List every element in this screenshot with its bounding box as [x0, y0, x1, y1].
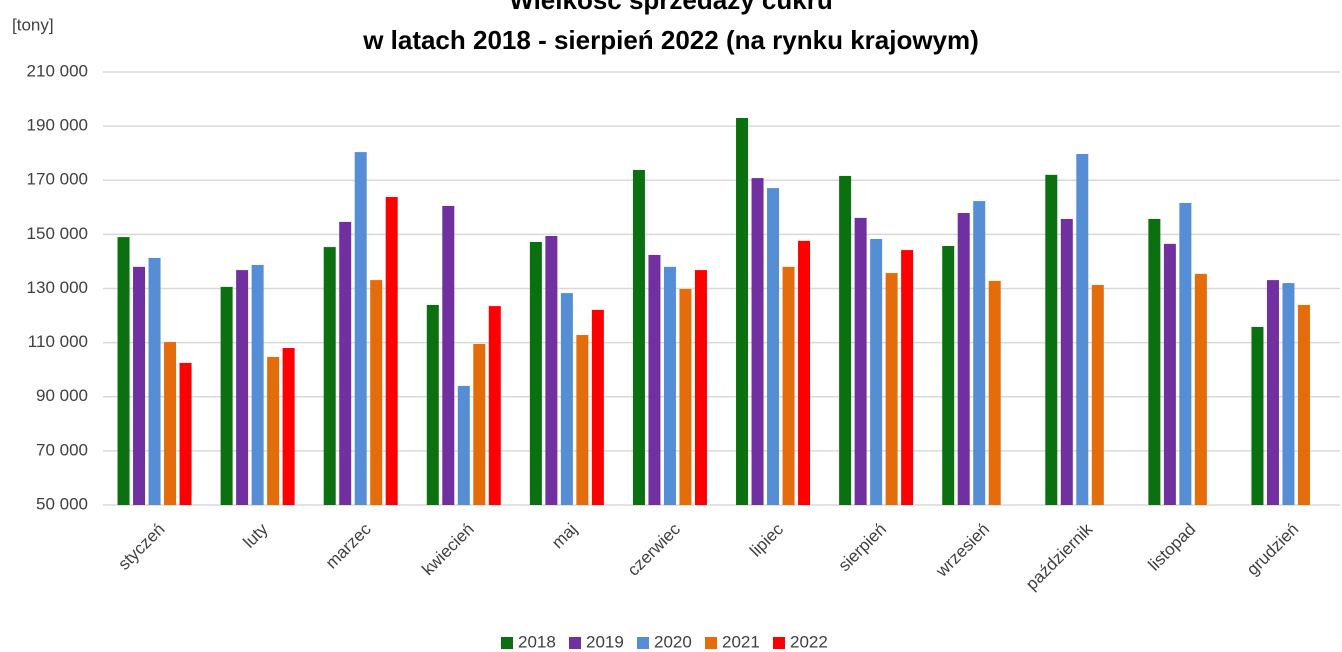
bar [767, 188, 780, 505]
bar [839, 175, 852, 506]
bar [694, 270, 707, 505]
bar [442, 205, 455, 505]
bar [1179, 202, 1192, 506]
bar [164, 342, 177, 505]
y-tick-label: 130 000 [27, 278, 88, 297]
bar [648, 254, 661, 505]
bar [339, 221, 352, 505]
bar [267, 356, 280, 505]
bar [488, 306, 501, 505]
bar [354, 152, 367, 506]
y-axis-label: [tony] [12, 15, 54, 34]
legend-label: 2022 [790, 632, 828, 651]
legend-label: 2018 [518, 632, 556, 651]
bar [942, 246, 955, 505]
bar [1266, 280, 1279, 505]
y-tick-label: 150 000 [27, 224, 88, 243]
bar [545, 235, 558, 505]
x-tick-label: październik [1022, 519, 1097, 594]
bar [663, 266, 676, 505]
bar [236, 270, 249, 505]
y-tick-label: 170 000 [27, 170, 88, 189]
x-tick-label: styczeń [114, 520, 168, 574]
bar [798, 240, 811, 505]
legend-swatch [501, 637, 513, 649]
bar [901, 250, 914, 505]
bar [323, 247, 336, 506]
y-tick-label: 210 000 [27, 61, 88, 80]
legend-swatch [773, 637, 785, 649]
legend-label: 2020 [654, 632, 692, 651]
bar [179, 362, 192, 505]
x-tick-label: luty [239, 519, 271, 551]
bar [870, 238, 883, 505]
bar [1194, 273, 1207, 505]
bar [426, 305, 439, 505]
bar [1282, 283, 1295, 505]
x-tick-label: czerwiec [624, 519, 685, 580]
bar [370, 280, 383, 505]
bar [782, 266, 795, 505]
y-tick-label: 90 000 [36, 386, 88, 405]
bar [282, 348, 295, 505]
chart-title: Wielkość sprzedaży cukru [509, 0, 832, 15]
bar [133, 266, 146, 505]
bar [529, 241, 542, 505]
bar [473, 343, 486, 505]
bar [957, 212, 970, 506]
bar [1163, 243, 1176, 506]
bar [148, 257, 161, 505]
x-tick-label: wrzesień [932, 520, 994, 582]
bar [576, 335, 589, 505]
bar [385, 197, 398, 505]
y-tick-label: 70 000 [36, 440, 88, 459]
bar [1060, 218, 1073, 505]
bar [751, 178, 764, 505]
x-tick-label: kwiecień [418, 520, 478, 580]
bar [560, 293, 573, 505]
x-tick-label: maj [548, 520, 581, 553]
x-tick-label: listopad [1144, 520, 1199, 575]
bar [736, 118, 749, 505]
x-tick-label: marzec [322, 519, 375, 572]
y-tick-label: 50 000 [36, 494, 88, 513]
bar [1045, 174, 1058, 505]
bar [854, 217, 867, 505]
bar [679, 289, 692, 505]
x-tick-label: grudzień [1243, 520, 1303, 580]
x-tick-label: lipiec [746, 519, 787, 560]
bar [1251, 326, 1264, 505]
legend-swatch [637, 637, 649, 649]
bar [1076, 153, 1089, 505]
bar [1297, 305, 1310, 505]
bar [988, 280, 1001, 505]
bar [117, 237, 130, 506]
bar [632, 169, 645, 505]
bar [220, 286, 233, 505]
bar [885, 273, 898, 505]
y-tick-label: 110 000 [28, 332, 88, 351]
chart-subtitle: w latach 2018 - sierpień 2022 (na rynku … [362, 25, 979, 55]
bar [251, 264, 264, 505]
bar [591, 309, 604, 505]
bar [973, 201, 986, 505]
legend-label: 2019 [586, 632, 624, 651]
x-tick-label: sierpień [835, 520, 891, 576]
legend-swatch [705, 637, 717, 649]
bar [457, 385, 470, 505]
legend-label: 2021 [722, 632, 760, 651]
bar [1091, 284, 1104, 505]
legend-swatch [569, 637, 581, 649]
bar [1148, 218, 1161, 505]
y-tick-label: 190 000 [27, 116, 88, 135]
